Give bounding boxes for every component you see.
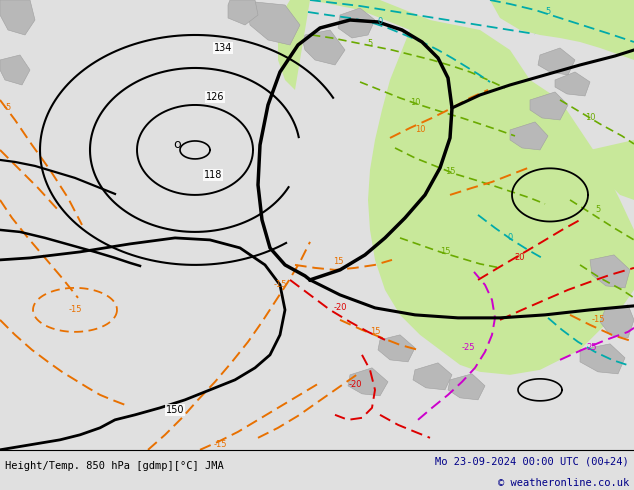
Text: -20: -20 xyxy=(348,380,362,390)
Polygon shape xyxy=(590,140,634,200)
Polygon shape xyxy=(278,0,310,90)
Polygon shape xyxy=(303,30,345,65)
Text: 0: 0 xyxy=(507,233,513,243)
Polygon shape xyxy=(555,72,590,96)
Text: -25: -25 xyxy=(462,343,475,352)
Text: 15: 15 xyxy=(440,247,450,256)
Polygon shape xyxy=(490,0,634,60)
Text: © weatheronline.co.uk: © weatheronline.co.uk xyxy=(498,478,629,488)
Text: 5: 5 xyxy=(367,40,373,49)
Text: 25: 25 xyxy=(586,343,597,352)
Text: -15: -15 xyxy=(68,305,82,315)
Text: 15: 15 xyxy=(370,327,380,336)
Polygon shape xyxy=(338,8,375,38)
Polygon shape xyxy=(600,305,634,338)
Text: o: o xyxy=(173,139,181,151)
Polygon shape xyxy=(590,255,630,288)
Polygon shape xyxy=(530,92,568,120)
Text: 118: 118 xyxy=(204,170,222,180)
Text: 15: 15 xyxy=(444,168,455,176)
Text: 10: 10 xyxy=(415,125,425,134)
Polygon shape xyxy=(348,368,388,396)
Polygon shape xyxy=(580,344,625,374)
Text: 134: 134 xyxy=(214,43,232,53)
Text: -5: -5 xyxy=(4,103,12,113)
Text: 150: 150 xyxy=(165,405,184,415)
Text: 10: 10 xyxy=(585,114,595,122)
Polygon shape xyxy=(413,363,452,390)
Polygon shape xyxy=(248,2,300,45)
Polygon shape xyxy=(378,335,415,362)
Text: -15: -15 xyxy=(273,280,287,290)
Text: Mo 23-09-2024 00:00 UTC (00+24): Mo 23-09-2024 00:00 UTC (00+24) xyxy=(435,457,629,467)
Polygon shape xyxy=(0,55,30,85)
Text: 126: 126 xyxy=(206,92,224,102)
Polygon shape xyxy=(389,232,510,320)
Polygon shape xyxy=(228,0,258,25)
Polygon shape xyxy=(538,48,575,75)
Text: -15: -15 xyxy=(213,441,227,449)
Polygon shape xyxy=(510,122,548,150)
Polygon shape xyxy=(448,374,485,400)
Text: Height/Temp. 850 hPa [gdmp][°C] JMA: Height/Temp. 850 hPa [gdmp][°C] JMA xyxy=(5,461,224,471)
Text: -20: -20 xyxy=(333,303,347,313)
Text: 15: 15 xyxy=(333,257,343,267)
Text: 5: 5 xyxy=(595,205,600,215)
Polygon shape xyxy=(0,0,35,35)
Polygon shape xyxy=(310,0,634,375)
Text: 5: 5 xyxy=(545,7,550,17)
Text: 10: 10 xyxy=(410,98,420,107)
Text: -15: -15 xyxy=(592,316,605,324)
Text: 20: 20 xyxy=(515,253,525,263)
Text: 0: 0 xyxy=(377,18,383,26)
